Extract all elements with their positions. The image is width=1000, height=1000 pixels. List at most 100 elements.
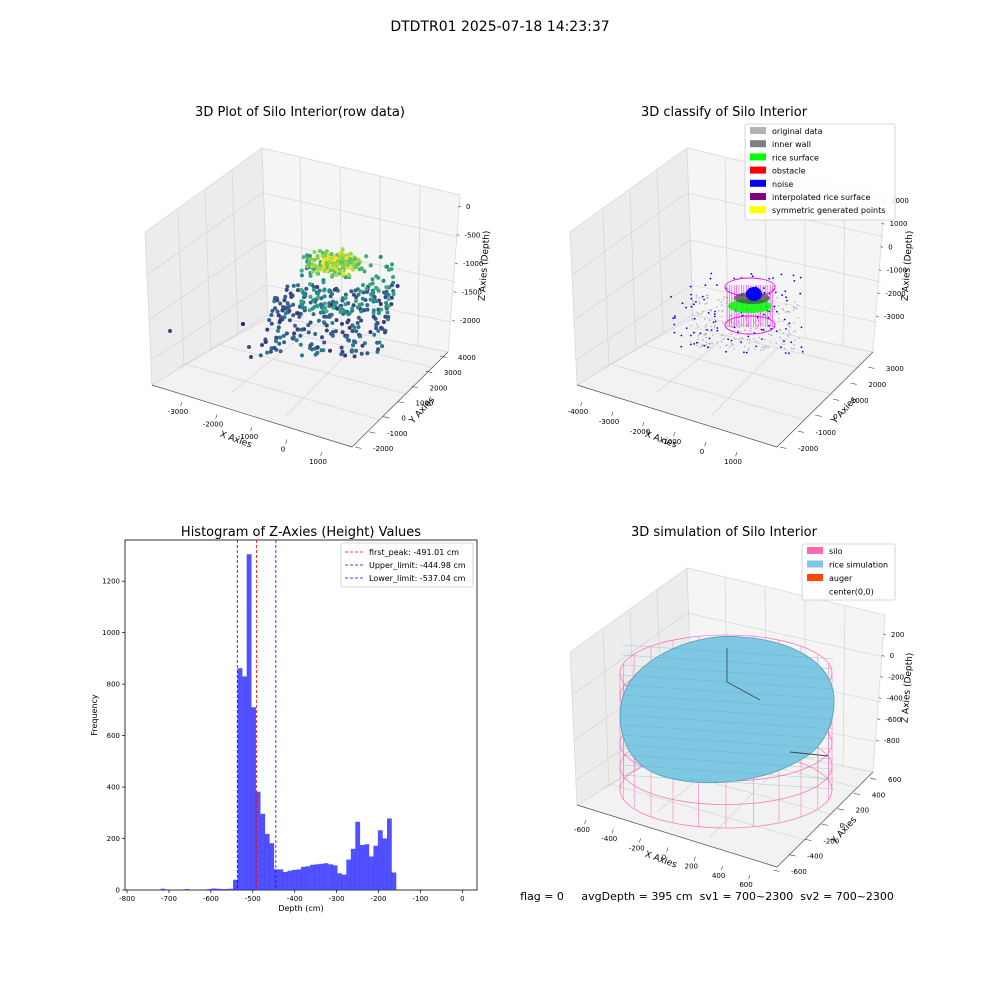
- noise-point: [788, 322, 791, 325]
- scatter-point: [265, 350, 270, 355]
- scatter-point: [376, 288, 381, 293]
- scatter-point: [335, 288, 340, 293]
- noise-point: [670, 295, 672, 298]
- scatter-point: [343, 302, 348, 307]
- scatter-point: [312, 263, 317, 268]
- panel1-y-ticks: -2000 -1000 0 1000 2000 3000 4000: [354, 354, 476, 453]
- scatter-point: [315, 285, 320, 289]
- noise-point: [763, 287, 765, 289]
- original-data-point: [705, 324, 708, 327]
- scatter-point: [379, 325, 384, 330]
- p2-y-tick-label: 1000: [851, 397, 869, 405]
- p1-x-tick-label: -1000: [238, 433, 258, 441]
- scatter-point: [306, 260, 311, 265]
- hist-x-tick-label: -600: [203, 895, 219, 903]
- surface-mesh-line: [621, 744, 835, 760]
- panel4-y-label: Y Axies: [829, 815, 859, 847]
- panel-raw-data-3d: 3D Plot of Silo Interior(row data) -3000…: [144, 105, 492, 466]
- scatter-point: [327, 288, 332, 293]
- axes-grid-line: [284, 329, 371, 418]
- auger-line: [789, 751, 829, 757]
- original-data-point: [691, 303, 693, 306]
- scatter-point: [383, 314, 388, 319]
- p4-x-tick-mark: [720, 865, 723, 871]
- axes-grid-line: [724, 157, 729, 324]
- p4-y-tick-mark: [853, 793, 861, 796]
- scatter-point: [316, 291, 320, 296]
- scatter-point: [291, 313, 296, 318]
- hist-bar: [223, 889, 229, 890]
- legend-swatch: [750, 179, 766, 187]
- scatter-point: [318, 302, 323, 307]
- original-data-point: [704, 332, 707, 335]
- p2-y-tick-mark: [832, 398, 840, 401]
- noise-point: [800, 346, 803, 349]
- hist-bar: [296, 869, 302, 890]
- p4-y-tick-mark: [789, 854, 796, 857]
- scatter-point: [298, 311, 303, 316]
- hist-bar: [314, 864, 320, 890]
- original-data-point: [777, 317, 780, 320]
- legend-lower-limit: Lower_limit: -537.04 cm: [369, 574, 466, 583]
- scatter-point: [291, 283, 296, 288]
- original-data-point: [775, 342, 777, 345]
- hist-bar: [255, 791, 261, 890]
- original-data-point: [758, 336, 760, 339]
- original-data-point: [705, 344, 707, 346]
- original-data-point: [770, 308, 773, 311]
- noise-point: [710, 272, 713, 275]
- original-data-point: [714, 327, 716, 329]
- p4-x-tick-label: 200: [685, 863, 698, 871]
- scatter-point: [395, 284, 400, 288]
- scatter-point: [344, 256, 349, 260]
- original-data-point: [756, 326, 759, 328]
- original-data-point: [776, 297, 778, 299]
- noise-point: [709, 277, 712, 280]
- original-data-point: [794, 339, 796, 342]
- hist-reference-lines: [236, 540, 277, 890]
- scatter-point: [274, 335, 279, 340]
- scatter-point: [284, 287, 289, 292]
- hist-bar: [215, 888, 220, 890]
- noise-point: [689, 285, 692, 288]
- axes-grid-line: [261, 192, 460, 238]
- hist-x-ticks: -800 -700 -600 -500 -400 -300 -200 -100 0: [119, 890, 465, 903]
- surface-mesh-line: [621, 644, 835, 660]
- original-data-point: [782, 332, 785, 335]
- scatter-point: [359, 309, 364, 314]
- noise-point: [733, 277, 736, 280]
- scatter-point: [268, 349, 273, 354]
- surface-mesh-line: [621, 764, 835, 780]
- scatter-point: [298, 342, 303, 347]
- panel2-legend: original data inner wall rice surface obsta…: [744, 123, 896, 221]
- axes-grid-line: [571, 192, 688, 276]
- noise-point: [801, 350, 804, 353]
- legend-first-peak: first_peak: -491.01 cm: [369, 548, 459, 557]
- scatter-point: [340, 330, 345, 335]
- scatter-point: [371, 299, 376, 304]
- legend-entry: original data: [772, 127, 823, 136]
- scatter-point: [311, 287, 316, 292]
- noise-point: [680, 334, 683, 337]
- scatter-point: [329, 312, 334, 317]
- original-data-point: [763, 348, 765, 351]
- p1-y-tick-mark: [354, 446, 362, 449]
- scatter-point: [370, 288, 375, 293]
- scatter-point: [322, 287, 327, 292]
- original-data-point: [760, 349, 762, 351]
- scatter-point: [374, 285, 378, 290]
- scatter-point: [374, 299, 379, 304]
- noise-point: [693, 343, 695, 345]
- scatter-point: [278, 318, 283, 323]
- p2-x-tick-label: 1000: [724, 458, 742, 466]
- hist-x-tick-label: -100: [412, 895, 428, 903]
- original-data-point: [782, 308, 785, 311]
- legend-upper-limit: Upper_limit: -444.98 cm: [369, 561, 466, 570]
- noise-point: [783, 340, 785, 343]
- scatter-point: [282, 298, 287, 303]
- original-data-point: [796, 304, 799, 306]
- p1-y-tick-mark: [369, 431, 376, 434]
- p1-x-tick-label: 1000: [309, 458, 327, 466]
- scatter-point: [322, 340, 327, 345]
- hist-bar: [278, 869, 284, 890]
